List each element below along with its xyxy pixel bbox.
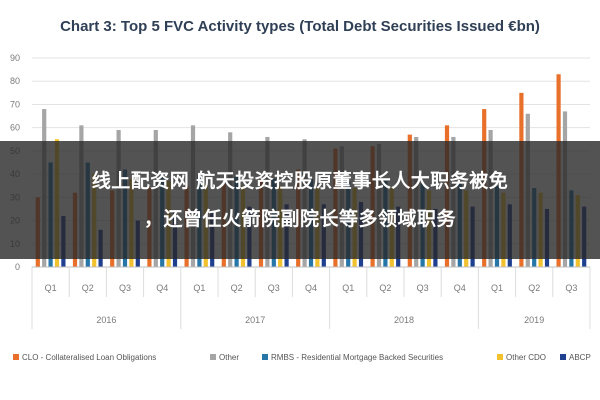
x-tick-label: Q3 <box>417 283 429 293</box>
legend-label: Other CDO <box>506 353 546 362</box>
x-tick-label: Q2 <box>231 283 243 293</box>
legend: CLO - Collateralised Loan Obligations Oth… <box>13 353 591 362</box>
x-tick-label: Q4 <box>305 283 317 293</box>
headline-line-1: 线上配资网 航天投资控股原董事长人大职务被免 <box>91 170 509 192</box>
legend-swatch <box>13 354 19 360</box>
y-tick-label: 60 <box>10 123 20 133</box>
year-label: 2018 <box>394 315 414 325</box>
headline-line-2: ，还曾任火箭院副院长等多领域职务 <box>143 208 456 230</box>
headline-overlay: 线上配资网 航天投资控股原董事长人大职务被免 ，还曾任火箭院副院长等多领域职务 <box>0 141 600 259</box>
x-tick-label: Q4 <box>454 283 466 293</box>
legend-swatch <box>560 354 566 360</box>
x-tick-label: Q1 <box>342 283 354 293</box>
x-tick-label: Q1 <box>491 283 503 293</box>
legend-label: Other <box>219 353 239 362</box>
year-label: 2017 <box>245 315 265 325</box>
x-tick-label: Q4 <box>156 283 168 293</box>
year-label: 2016 <box>96 315 116 325</box>
y-tick-label: 70 <box>10 99 20 109</box>
legend-swatch <box>262 354 268 360</box>
y-tick-label: 80 <box>10 76 20 86</box>
x-axis: Q1 Q2 Q3 Q4 Q1 Q2 Q3 Q4 Q1 Q2 Q3 Q4 Q1 Q2 Q3 2016 2017 20… <box>31 266 591 329</box>
x-tick-label: Q1 <box>193 283 205 293</box>
x-tick-label: Q2 <box>379 283 391 293</box>
x-tick-label: Q2 <box>528 283 540 293</box>
x-tick-label: Q3 <box>565 283 577 293</box>
x-tick-label: Q3 <box>119 283 131 293</box>
y-tick-label: 90 <box>10 53 20 63</box>
x-tick-label: Q1 <box>45 283 57 293</box>
legend-swatch <box>210 354 216 360</box>
legend-label: RMBS - Residential Mortgage Backed Secur… <box>271 353 443 362</box>
legend-label: CLO - Collateralised Loan Obligations <box>22 353 156 362</box>
year-label: 2019 <box>524 315 544 325</box>
legend-label: ABCP <box>569 353 591 362</box>
x-tick-label: Q3 <box>268 283 280 293</box>
chart-title: Chart 3: Top 5 FVC Activity types (Total… <box>60 18 540 35</box>
x-tick-label: Q2 <box>82 283 94 293</box>
y-tick-label: 0 <box>15 262 20 272</box>
legend-swatch <box>497 354 503 360</box>
